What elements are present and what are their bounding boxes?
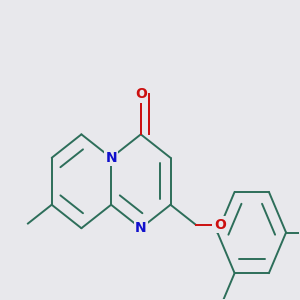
Text: O: O <box>135 88 147 101</box>
Text: N: N <box>135 221 147 235</box>
Text: N: N <box>105 151 117 165</box>
Text: O: O <box>214 218 226 232</box>
